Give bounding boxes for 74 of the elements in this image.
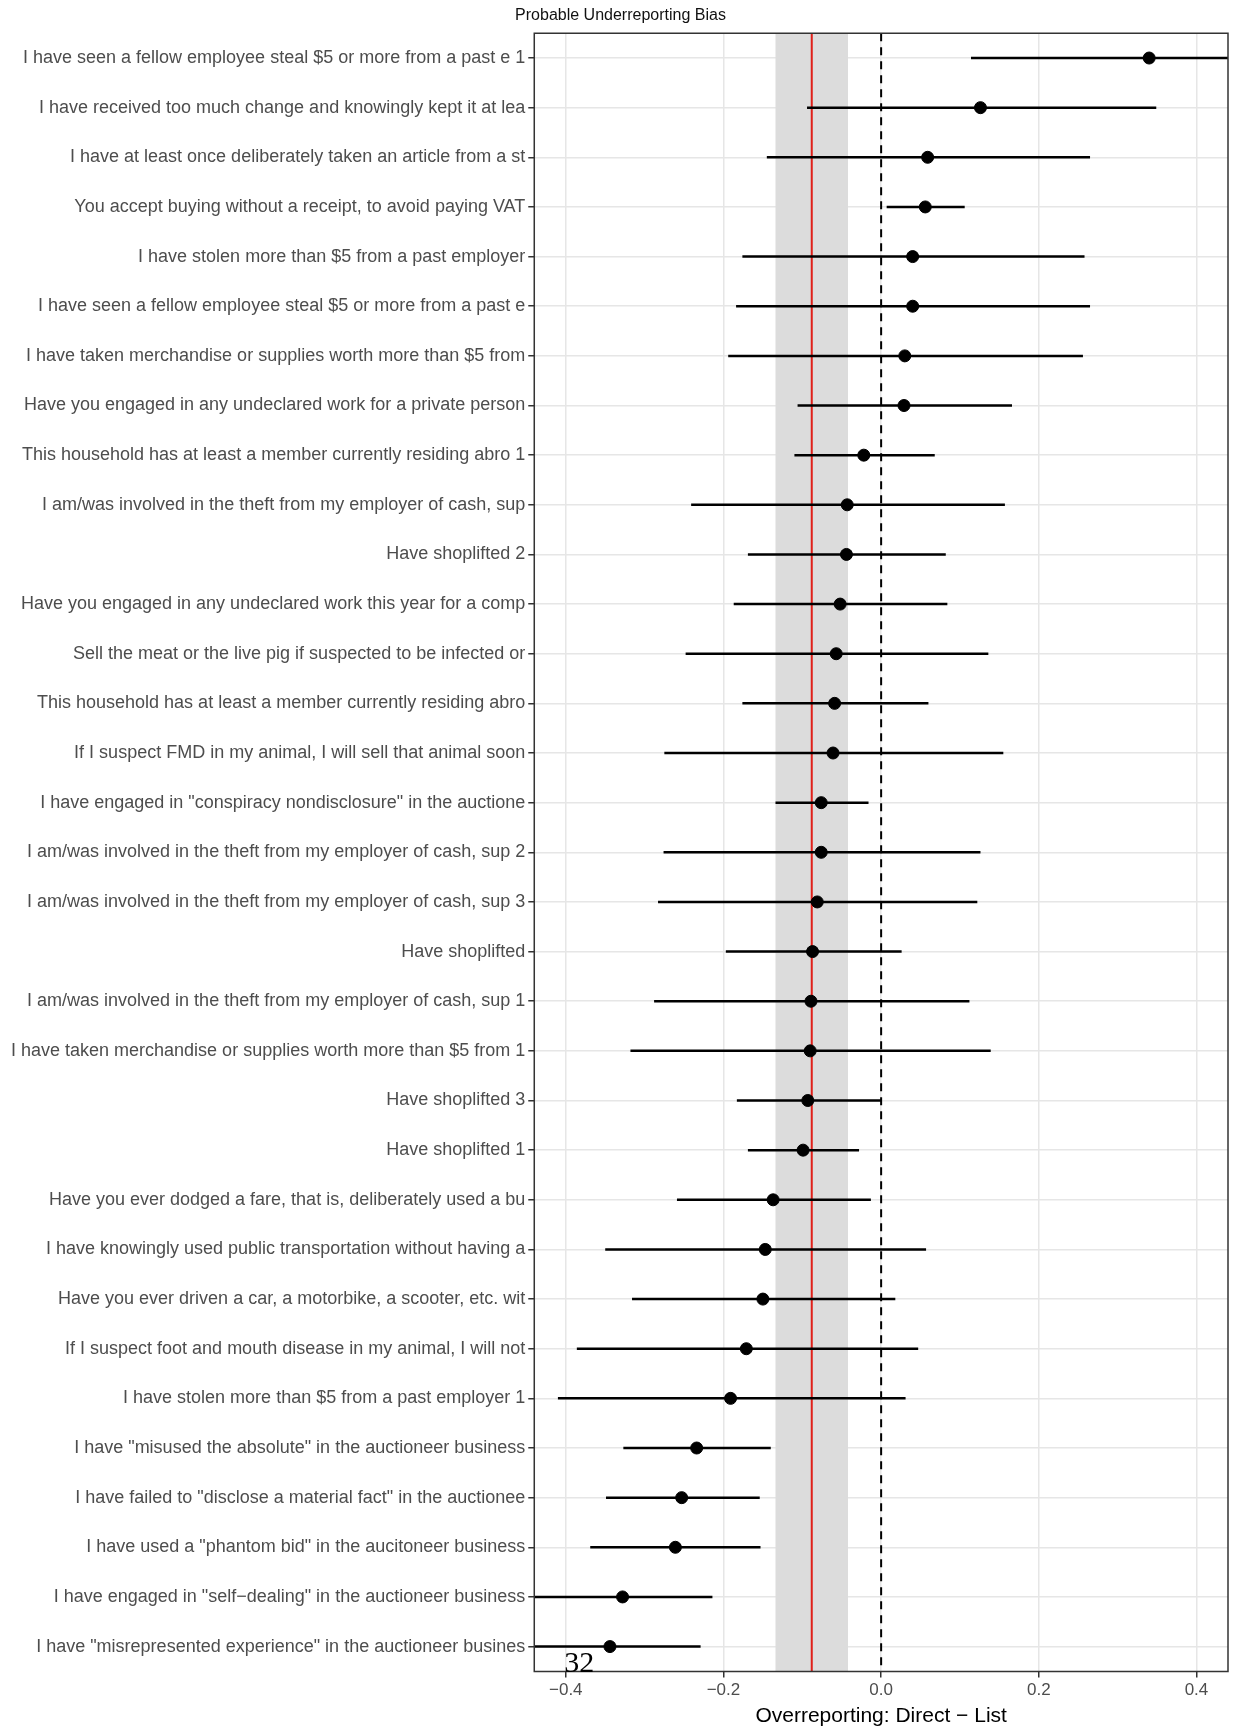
point: [921, 150, 935, 164]
point: [756, 1292, 770, 1306]
point: [803, 1044, 817, 1058]
point: [857, 448, 871, 462]
point: [814, 796, 828, 810]
annotation: 32: [564, 1645, 595, 1679]
point: [897, 399, 911, 413]
point: [668, 1540, 682, 1554]
y-tick-label: I have failed to "disclose a material fact" in the auctionee: [75, 1486, 526, 1507]
y-tick-label: I have taken merchandise or supplies worth more than $5 from 1: [11, 1039, 526, 1060]
point: [826, 746, 840, 760]
y-tick-label: I have stolen more than $5 from a past employer: [138, 245, 526, 266]
y-tick-label: If I suspect foot and mouth disease in my animal, I will not: [65, 1337, 526, 1358]
x-tick-label: −0.2: [706, 1680, 741, 1700]
x-axis-title: Overreporting: Direct − List: [755, 1703, 1008, 1727]
y-tick-label: Have you ever driven a car, a motorbike, a scooter, etc. wit: [58, 1288, 526, 1309]
point: [603, 1640, 617, 1654]
x-tick-label: 0.2: [1026, 1680, 1051, 1700]
y-tick-label: I have stolen more than $5 from a past employer 1: [123, 1387, 526, 1408]
point: [973, 101, 987, 115]
point: [616, 1590, 630, 1604]
y-tick-label: I have engaged in "conspiracy nondisclosure" in the auctione: [40, 791, 526, 812]
y-tick-label: Sell the meat or the live pig if suspected to be infected or: [73, 642, 526, 663]
y-tick-label: I have received too much change and knowingly kept it at lea: [38, 96, 527, 117]
y-tick-label: Have you engaged in any undeclared work this year for a comp: [20, 593, 526, 614]
y-tick-label: I am/was involved in the theft from my employer of cash, sup 1: [27, 990, 526, 1011]
y-tick-label: I am/was involved in the theft from my employer of cash, sup: [42, 493, 526, 514]
point: [675, 1491, 689, 1505]
point: [898, 349, 912, 363]
y-tick-label: You accept buying without a receipt, to avoid paying VAT: [74, 195, 526, 216]
point: [839, 547, 853, 561]
point: [810, 895, 824, 909]
y-tick-label: Have shoplifted 3: [386, 1089, 526, 1110]
point: [724, 1391, 738, 1405]
y-tick-label: I have taken merchandise or supplies worth more than $5 from: [26, 344, 526, 365]
point: [829, 647, 843, 661]
y-tick-label: I am/was involved in the theft from my employer of cash, sup 3: [27, 890, 526, 911]
point: [739, 1342, 753, 1356]
point: [806, 945, 820, 959]
y-tick-label: This household has at least a member currently residing abro: [37, 692, 526, 713]
y-tick-label: If I suspect FMD in my animal, I will sell that animal soon: [74, 741, 526, 762]
y-tick-label: I am/was involved in the theft from my employer of cash, sup 2: [27, 841, 526, 862]
y-tick-label: Have shoplifted 1: [386, 1139, 526, 1160]
y-tick-label: I have "misrepresented experience" in the auctioneer busines: [36, 1635, 526, 1656]
point: [918, 200, 932, 214]
y-tick-label: Have shoplifted: [401, 940, 526, 961]
y-tick-label: I have at least once deliberately taken an article from a st: [70, 146, 526, 167]
y-tick-label: Have you ever dodged a fare, that is, deliberately used a bu: [48, 1188, 526, 1209]
point: [758, 1242, 772, 1256]
y-tick-label: I have engaged in "self−dealing" in the auctioneer business: [53, 1585, 526, 1606]
point: [801, 1094, 815, 1108]
x-tick-label: 0.0: [869, 1680, 893, 1700]
point: [906, 299, 920, 313]
point: [690, 1441, 704, 1455]
y-tick-label: Have shoplifted 2: [386, 543, 526, 564]
point: [840, 498, 854, 512]
chart-title: Probable Underreporting Bias: [515, 6, 726, 24]
x-tick-label: −0.4: [549, 1680, 583, 1700]
point: [833, 597, 847, 611]
point: [766, 1193, 780, 1207]
y-tick-label: I have "misused the absolute" in the auctioneer business: [74, 1436, 526, 1457]
point: [828, 696, 842, 710]
y-tick-label: This household has at least a member currently residing abro 1: [22, 444, 526, 465]
y-tick-label: I have used a "phantom bid" in the aucitoneer business: [86, 1536, 526, 1557]
y-tick-label: Have you engaged in any undeclared work for a private person: [23, 394, 526, 415]
point: [1142, 51, 1156, 65]
y-tick-label: I have seen a fellow employee steal $5 or more from a past e: [38, 295, 526, 316]
point: [804, 994, 818, 1008]
y-tick-label: I have seen a fellow employee steal $5 or more from a past e 1: [22, 46, 526, 67]
point: [906, 250, 920, 264]
y-tick-label: I have knowingly used public transportation without having a: [45, 1238, 527, 1259]
point: [814, 845, 828, 859]
x-tick-label: 0.4: [1184, 1680, 1209, 1700]
point: [796, 1143, 810, 1157]
